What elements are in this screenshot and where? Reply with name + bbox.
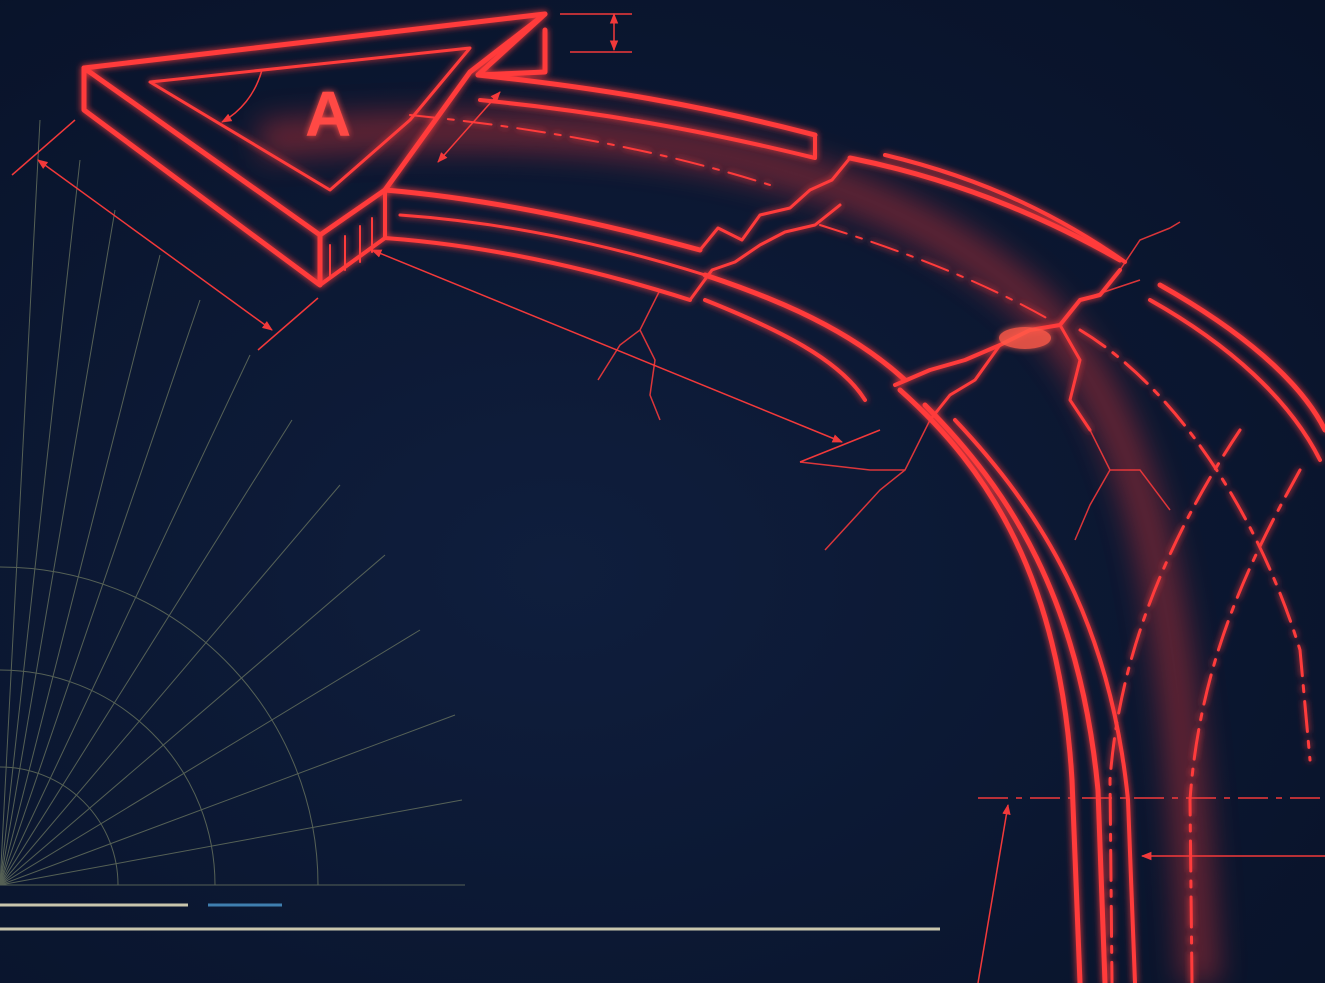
shaft-1-inner bbox=[382, 187, 703, 253]
crack-5 bbox=[1058, 323, 1092, 432]
dimension-lines bbox=[11, 12, 1325, 983]
arrow-head-side bbox=[81, 65, 323, 288]
polar-grid bbox=[0, 119, 465, 886]
grid-ray bbox=[0, 714, 456, 886]
curve-main-2 bbox=[922, 402, 1108, 983]
crack-4 bbox=[928, 343, 1002, 422]
shaft-1-outer-side bbox=[478, 98, 817, 160]
dimension-line-left bbox=[37, 159, 273, 331]
grid-ray bbox=[0, 629, 421, 886]
shaft-2-inner-side bbox=[703, 298, 867, 402]
curve-main-3 bbox=[953, 418, 1137, 983]
red-aura bbox=[258, 110, 1220, 983]
curve-dash-3 bbox=[1078, 328, 1312, 762]
curve-dash-2 bbox=[1188, 468, 1302, 983]
shaft-2-outer bbox=[847, 155, 1123, 263]
shaft-2-centerline bbox=[819, 224, 1051, 321]
dimension-line-shaft bbox=[371, 249, 843, 443]
curve-outer-2 bbox=[1148, 298, 1322, 462]
arrow-letter: A bbox=[305, 78, 351, 150]
dimension-tick bbox=[257, 297, 319, 351]
curve-main-1 bbox=[897, 387, 1083, 983]
crack-glow bbox=[999, 327, 1051, 349]
shaft-1-inner-side bbox=[383, 236, 692, 302]
dimension-line-bottom-right bbox=[977, 803, 1011, 983]
dimension-line-width bbox=[437, 91, 501, 163]
bottom-guide-lines bbox=[0, 903, 940, 931]
grid-ray bbox=[0, 554, 386, 886]
shaft-2-inner bbox=[702, 272, 908, 383]
grid-ray bbox=[0, 119, 41, 886]
dimension-tick bbox=[799, 429, 881, 463]
arrow-head-side-hatch bbox=[329, 217, 373, 279]
grid-ray bbox=[0, 419, 293, 886]
curve-outer bbox=[1157, 282, 1325, 433]
grid-ray bbox=[0, 799, 463, 886]
curve-dash-1 bbox=[1108, 428, 1242, 983]
grid-ray bbox=[0, 254, 161, 886]
grid-arc-inner bbox=[0, 766, 119, 886]
dimension-tick bbox=[11, 119, 76, 176]
grid-arc-outer bbox=[0, 566, 319, 886]
shaft-2-outer-side bbox=[883, 153, 1127, 264]
crack-1 bbox=[698, 156, 852, 252]
grid-ray bbox=[0, 484, 341, 886]
grid-ray bbox=[0, 299, 201, 886]
grid-arc-middle bbox=[0, 669, 216, 886]
grid-ray bbox=[0, 354, 251, 886]
angle-arc bbox=[221, 69, 263, 123]
arrow-head-inner bbox=[148, 46, 472, 192]
shaft-1-centerline bbox=[409, 114, 771, 186]
shaft-1-outer bbox=[475, 72, 818, 138]
crack-2 bbox=[688, 203, 842, 302]
